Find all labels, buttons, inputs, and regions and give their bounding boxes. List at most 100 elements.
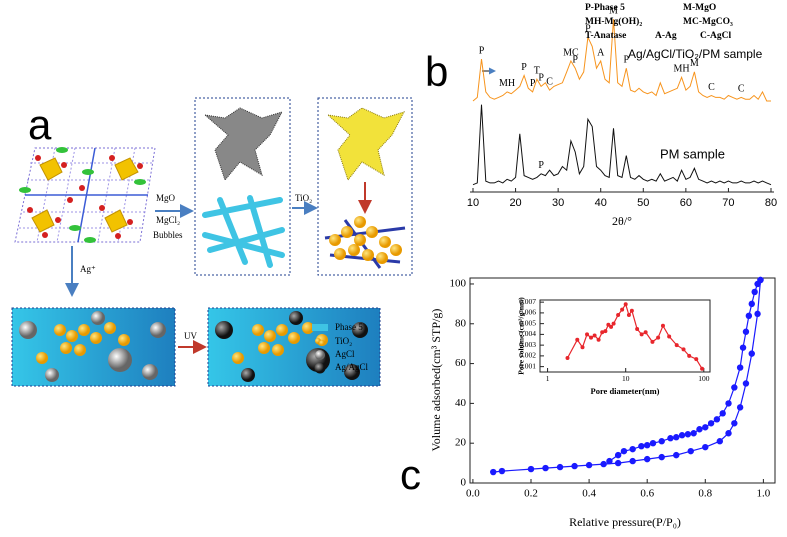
data-point [658, 438, 665, 445]
x-tick-label: 0.4 [582, 488, 596, 500]
x-tick-label: 60 [680, 197, 692, 209]
data-point [673, 434, 680, 441]
data-point [650, 339, 655, 344]
step-label: Bubbles [153, 230, 183, 240]
data-point [639, 332, 644, 337]
data-point [649, 439, 657, 447]
peak-annotation: P [538, 73, 544, 84]
peak-annotation: MC [563, 47, 579, 58]
data-point [736, 404, 744, 411]
data-point [629, 308, 634, 313]
y-tick-label: 60 [455, 357, 467, 369]
data-point [620, 447, 628, 455]
y-tick-label: 0.002 [519, 351, 536, 360]
data-point [527, 465, 535, 473]
x-tick-label: 20 [509, 197, 521, 209]
data-point [674, 343, 679, 348]
x-tick-label: 80 [765, 197, 777, 209]
y-tick-label: 100 [450, 278, 467, 290]
data-point [571, 462, 578, 470]
y-tick-label: 0.005 [519, 318, 536, 327]
y-tick-label: 0 [461, 477, 467, 489]
data-point [585, 332, 590, 337]
data-point [684, 431, 692, 438]
data-point [745, 312, 753, 320]
y-tick-label: 0.006 [519, 308, 536, 317]
data-point [592, 333, 597, 338]
data-point [585, 461, 593, 469]
y-tick-label: 80 [455, 317, 467, 329]
data-point [626, 313, 631, 318]
panel-label: b [425, 48, 448, 95]
x-tick-label: 10 [467, 197, 479, 209]
step-label: MgO [156, 193, 176, 203]
phase-key: MH-Mg(OH)₂ [585, 16, 642, 27]
x-tick-label: 0.6 [640, 488, 654, 500]
data-point [681, 347, 686, 352]
data-point [542, 464, 549, 472]
data-point [731, 420, 738, 427]
data-point [660, 323, 665, 328]
phase-key: MC-MgCO₃ [683, 17, 733, 27]
peak-annotation: M [690, 58, 699, 69]
data-point [700, 366, 705, 371]
data-point [620, 307, 625, 312]
data-point [748, 300, 755, 308]
data-point [754, 280, 761, 288]
x-axis-label: 2θ/° [612, 214, 632, 228]
data-point [614, 451, 622, 459]
data-point [690, 430, 697, 437]
data-point [694, 357, 699, 362]
data-point [606, 457, 613, 465]
panel-label: a [28, 101, 52, 148]
data-point [731, 384, 738, 391]
data-point [638, 442, 645, 450]
x-tick-label: 0.0 [466, 488, 480, 500]
data-point [719, 410, 726, 417]
phase-key: A-Ag [655, 31, 677, 41]
x-tick-label: 30 [552, 197, 564, 209]
x-tick-label: 50 [637, 197, 649, 209]
data-point [614, 459, 622, 467]
data-point [742, 328, 750, 335]
peak-annotation: M [609, 5, 618, 16]
legend-label: Phase 5 [335, 322, 363, 332]
x-tick-label: 70 [722, 197, 734, 209]
data-point [606, 322, 611, 327]
data-point [656, 335, 661, 340]
y-tick-label: 0.003 [519, 340, 536, 349]
data-point [609, 324, 614, 329]
x-tick-label: 100 [698, 374, 710, 383]
x-tick-label: 1.0 [757, 488, 771, 500]
data-point [748, 350, 755, 357]
data-point [667, 334, 672, 339]
legend-label: TiO₂ [335, 336, 352, 346]
data-point [600, 460, 607, 468]
data-point [696, 426, 703, 433]
data-point [736, 364, 744, 371]
data-point [589, 335, 594, 340]
peak-annotation: P [572, 55, 578, 66]
step-label: Ag⁺ [80, 264, 96, 274]
peak-annotation: P [521, 62, 527, 73]
phase-key: M-MgO [683, 3, 716, 13]
data-point [643, 441, 651, 449]
peak-annotation: A [597, 47, 605, 58]
peak-annotation: P [623, 55, 629, 66]
data-line [472, 104, 772, 186]
peak-annotation: P [530, 78, 536, 89]
data-point [702, 424, 709, 431]
data-point [600, 330, 605, 335]
peak-annotation: P [585, 24, 591, 35]
plot-frame [539, 299, 711, 373]
data-point [580, 345, 585, 350]
data-point [751, 288, 758, 296]
peak-annotation: P [479, 45, 485, 56]
data-point [616, 313, 621, 318]
data-point [635, 327, 640, 332]
peak-annotation: P [538, 160, 544, 171]
series-label: Ag/AgCl/TiO₂/PM sample [628, 47, 763, 61]
y-tick-label: 0.007 [519, 297, 536, 306]
step-box [317, 97, 413, 276]
series-label: PM sample [660, 146, 725, 161]
